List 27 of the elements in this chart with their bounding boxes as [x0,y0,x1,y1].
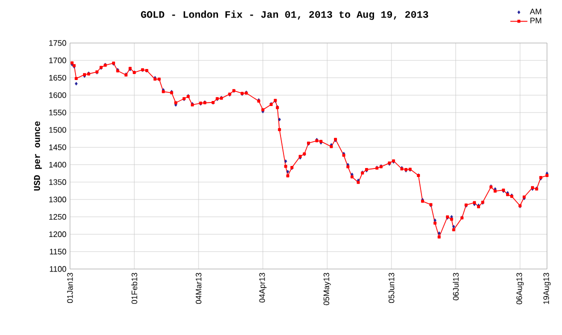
y-tick-label: 1400 [49,162,66,168]
y-tick-label: 1600 [49,92,66,98]
x-tick-label: 06Jul13 [452,272,459,300]
y-tick-label: 1500 [49,127,66,133]
x-tick-label: 19Aug13 [543,272,551,304]
y-tick-label: 1300 [49,196,66,202]
y-tick-label: 1650 [49,74,66,81]
y-tick-label: 1100 [50,266,66,272]
y-tick-label: 1450 [49,144,66,150]
legend-label: AM [530,8,542,14]
x-tick-label: 01Jan13 [67,272,73,303]
y-tick-label: 1200 [49,231,66,238]
x-tick-label: 05May13 [324,272,331,306]
y-tick-label: 1150 [50,248,66,254]
y-tick-label: 1550 [49,110,66,116]
y-tick-label: 1350 [49,179,66,185]
y-tick-label: 1250 [49,214,66,220]
y-tick-label: 1750 [49,40,66,46]
y-axis-title: USD per ounce [34,121,42,191]
legend-label: PM [530,18,542,24]
x-tick-label: 04Apr13 [259,272,266,302]
x-tick-label: 05Jun13 [388,272,394,303]
chart-title: GOLD - London Fix - Jan 01, 2013 to Aug 19, 2013 [141,10,428,20]
x-tick-label: 06Aug13 [516,272,524,304]
y-tick-label: 1700 [49,58,66,64]
x-tick-label: 01Feb13 [131,272,138,304]
x-tick-label: 04Mar13 [196,272,202,304]
